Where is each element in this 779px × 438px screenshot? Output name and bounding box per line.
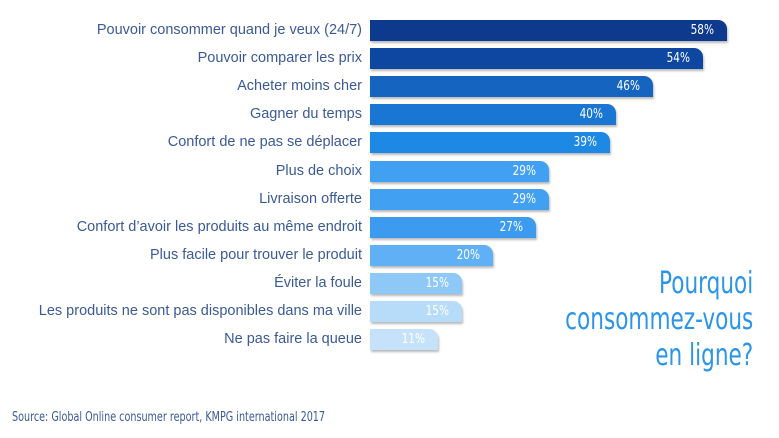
bar — [370, 104, 617, 126]
bar-value-label: 39% — [573, 134, 598, 151]
category-label: Plus de choix — [275, 162, 362, 179]
bar-value-label: 29% — [512, 190, 536, 207]
category-label: Plus facile pour trouver le produit — [150, 246, 362, 263]
bar — [370, 244, 494, 266]
bar-value-label: 15% — [425, 274, 450, 291]
bar-value-label: 46% — [616, 78, 641, 95]
category-label: Les produits ne sont pas disponibles dan… — [38, 303, 362, 319]
bar — [370, 20, 728, 41]
bar-value-label: 27% — [499, 218, 524, 235]
bar-value-label: 40% — [579, 106, 604, 123]
category-label: Livraison offerte — [259, 190, 362, 207]
bar — [370, 329, 438, 351]
category-label: Confort de ne pas se déplacer — [167, 134, 362, 151]
bar — [370, 301, 463, 322]
bar-value-label: 15% — [425, 303, 450, 319]
category-label: Confort d’avoir les produits au même end… — [76, 218, 362, 235]
chart-title: Pourquoi consommez-vous en ligne? — [565, 266, 753, 374]
bar-value-label: 29% — [512, 162, 536, 179]
source-note: Source: Global Online consumer report, K… — [12, 410, 326, 425]
category-label: Acheter moins cher — [237, 78, 362, 95]
bar-value-label: 58% — [690, 22, 715, 38]
bar — [370, 188, 549, 210]
category-label: Éviter la foule — [274, 274, 362, 291]
category-label: Ne pas faire la queue — [224, 331, 362, 348]
chart-title-line: en ligne? — [654, 338, 753, 373]
category-label: Pouvoir consommer quand je veux (24/7) — [96, 22, 362, 38]
category-label: Gagner du temps — [249, 106, 362, 123]
category-label: Pouvoir comparer les prix — [197, 50, 362, 67]
bar — [370, 48, 703, 70]
bar-value-label: 20% — [456, 246, 481, 263]
chart-title-line: consommez-vous — [564, 302, 753, 337]
bar-value-label: 54% — [666, 50, 690, 67]
bar-value-label: 11% — [401, 331, 425, 348]
bar — [370, 272, 463, 294]
bar — [370, 132, 611, 154]
chart-title-line: Pourquoi — [658, 266, 753, 301]
bar — [370, 160, 549, 182]
bar — [370, 216, 537, 238]
bar — [370, 76, 654, 98]
